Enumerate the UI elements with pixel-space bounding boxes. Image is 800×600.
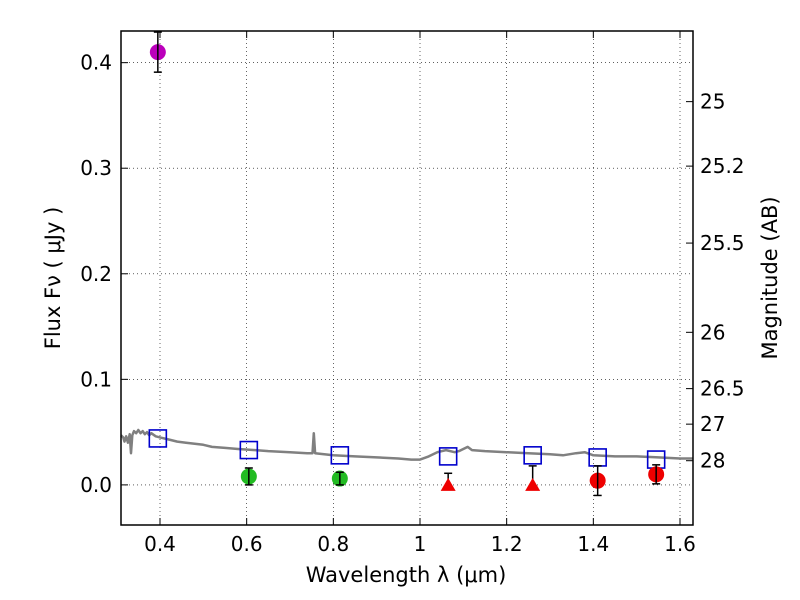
x-tick-label: 1.2 bbox=[491, 532, 523, 556]
model-photometry-square bbox=[523, 446, 542, 465]
upper-limit-triangle bbox=[525, 477, 541, 491]
x-tick-label: 1.4 bbox=[577, 532, 609, 556]
mag-tick-label: 25 bbox=[700, 90, 725, 114]
y-tick-label: 0.3 bbox=[80, 156, 112, 180]
model-sed-line bbox=[120, 428, 693, 461]
x-tick-label: 0.6 bbox=[231, 532, 263, 556]
grid-lines bbox=[121, 31, 693, 525]
y-tick-label: 0.4 bbox=[80, 51, 112, 75]
y-axis-label: Flux Fν ( μJy ) bbox=[41, 207, 65, 350]
x-axis-label: Wavelength λ (μm) bbox=[306, 563, 507, 587]
x-tick-label: 0.4 bbox=[144, 532, 176, 556]
model-photometry-square bbox=[438, 447, 458, 466]
x-tick-label: 0.8 bbox=[317, 532, 349, 556]
y2-axis-label: Magnitude (AB) bbox=[758, 196, 782, 359]
upper-limit-triangle bbox=[440, 477, 456, 491]
model-photometry-square bbox=[239, 440, 259, 460]
x-tick-label: 1.6 bbox=[664, 532, 696, 556]
plot-frame bbox=[120, 30, 694, 526]
y-tick-label: 0.0 bbox=[80, 473, 112, 497]
mag-tick-label: 27 bbox=[700, 412, 725, 436]
axes-layer: 0.4 0.6 0.8 1 1.2 1.4 1.6 0.0 0.1 0.2 0.3 0.4 25 25.2… bbox=[80, 31, 745, 556]
model-photometry-square bbox=[588, 448, 607, 467]
mag-tick-label: 26 bbox=[700, 320, 725, 344]
x-tick-label: 1 bbox=[414, 532, 427, 556]
y-tick-label: 0.1 bbox=[80, 367, 112, 391]
model-photometry-square bbox=[330, 446, 350, 465]
mag-tick-label: 25.5 bbox=[700, 231, 745, 255]
mag-tick-label: 26.5 bbox=[700, 377, 745, 401]
model-photometry-square bbox=[148, 429, 168, 448]
mag-tick-label: 25.2 bbox=[700, 154, 745, 178]
y-tick-label: 0.2 bbox=[80, 262, 112, 286]
mag-tick-label: 28 bbox=[700, 449, 725, 473]
series-layer bbox=[120, 31, 693, 497]
